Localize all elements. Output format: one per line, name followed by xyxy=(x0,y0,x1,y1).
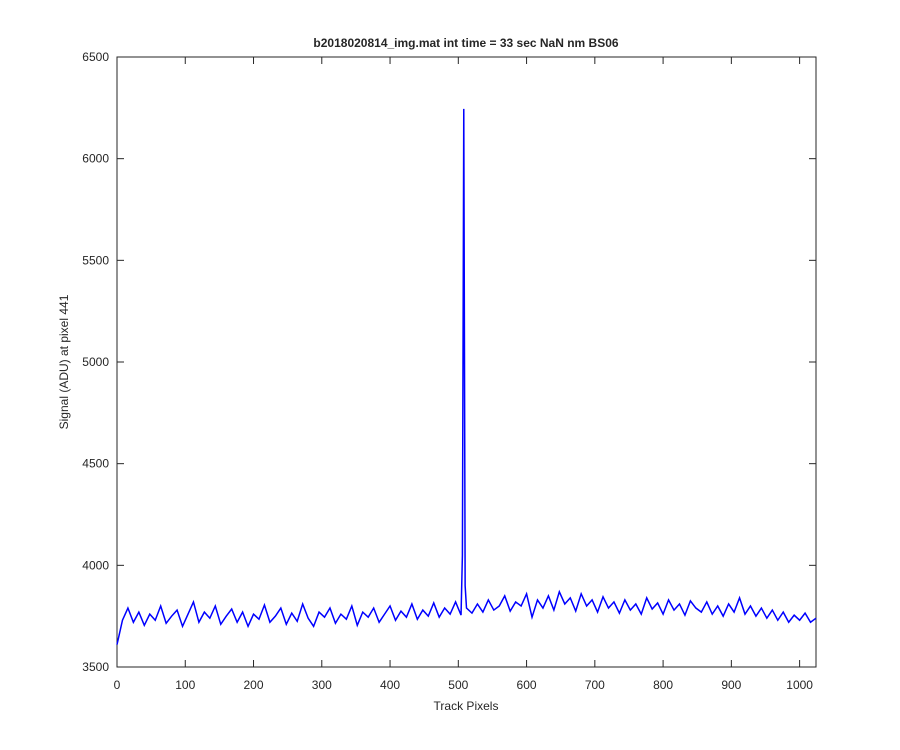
x-tick-label: 900 xyxy=(721,678,741,692)
x-tick-label: 100 xyxy=(175,678,195,692)
x-tick-label: 200 xyxy=(244,678,264,692)
x-tick-label: 800 xyxy=(653,678,673,692)
x-tick-label: 1000 xyxy=(786,678,813,692)
x-tick-label: 300 xyxy=(312,678,332,692)
x-tick-label: 500 xyxy=(448,678,468,692)
y-axis-label: Signal (ADU) at pixel 441 xyxy=(57,294,71,429)
plot-frame xyxy=(116,56,817,668)
y-tick-label: 6500 xyxy=(82,50,109,64)
data-line xyxy=(116,108,817,645)
x-tick-label: 0 xyxy=(114,678,121,692)
x-axis-label: Track Pixels xyxy=(434,699,499,713)
chart-title: b2018020814_img.mat int time = 33 sec Na… xyxy=(313,36,618,50)
y-tick-label: 3500 xyxy=(82,660,109,674)
y-tick-label: 4500 xyxy=(82,457,109,471)
x-tick-label: 400 xyxy=(380,678,400,692)
y-tick-label: 6000 xyxy=(82,152,109,166)
y-tick-label: 4000 xyxy=(82,558,109,572)
x-tick-label: 600 xyxy=(517,678,537,692)
y-tick-label: 5500 xyxy=(82,253,109,267)
x-tick-label: 700 xyxy=(585,678,605,692)
y-tick-label: 5000 xyxy=(82,355,109,369)
